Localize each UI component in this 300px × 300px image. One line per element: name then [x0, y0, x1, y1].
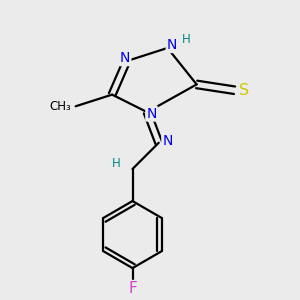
Text: N: N: [167, 38, 177, 52]
Text: N: N: [162, 134, 173, 148]
Text: CH₃: CH₃: [50, 100, 71, 113]
Text: H: H: [112, 157, 120, 170]
Text: N: N: [146, 106, 157, 121]
Text: N: N: [120, 51, 130, 65]
Text: H: H: [182, 33, 191, 46]
Text: F: F: [128, 281, 137, 296]
Text: S: S: [239, 83, 249, 98]
